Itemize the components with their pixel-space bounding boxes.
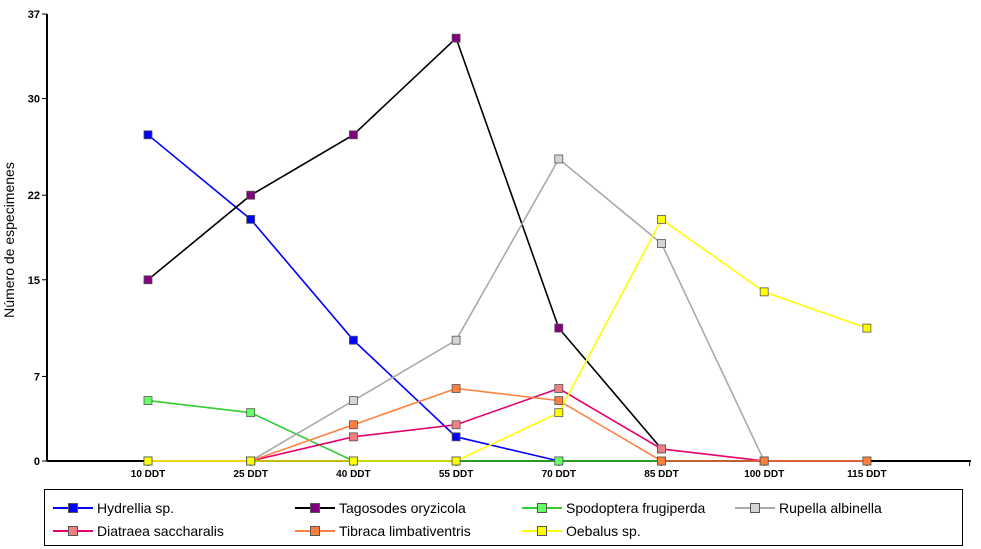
data-point-diatraea-saccharalis [451, 420, 461, 430]
legend-swatch [522, 521, 562, 541]
series-line-oebalus-sp [148, 218, 868, 462]
y-tick-label: 37 [28, 9, 40, 21]
legend-item-diatraea-saccharalis: Diatraea saccharalis [53, 521, 224, 541]
data-point-oebalus-sp [451, 456, 461, 466]
data-point-tibraca-limbativentris [554, 396, 564, 405]
data-point-rupella-albinella [554, 154, 564, 164]
data-point-tagosodes-oryzicola [451, 33, 461, 43]
series-line-diatraea-saccharalis [148, 387, 867, 462]
data-point-oebalus-sp [657, 214, 666, 224]
data-point-oebalus-sp [348, 456, 358, 466]
data-point-tibraca-limbativentris [759, 456, 769, 466]
y-tick-label: 7 [34, 371, 40, 383]
legend-label: Hydrellia sp. [97, 500, 175, 516]
legend-label: Tibraca limbativentris [339, 523, 471, 539]
x-tick-label: 70 DDT [542, 469, 576, 480]
legend-swatch [295, 521, 335, 541]
chart-legend: Hydrellia sp. Tagosodes oryzicola Spodopte… [44, 489, 963, 546]
y-tick-label: 0 [34, 456, 40, 468]
x-tick-label: 55 DDT [439, 469, 473, 480]
data-point-rupella-albinella [348, 396, 358, 405]
series-line-tagosodes-oryzicola [147, 36, 663, 450]
y-tick-label: 15 [28, 275, 40, 287]
data-point-hydrellia-sp [451, 432, 461, 442]
legend-label: Spodoptera frugiperda [566, 500, 706, 516]
legend-item-tagosodes-oryzicola: Tagosodes oryzicola [295, 498, 466, 518]
data-point-oebalus-sp [143, 456, 153, 466]
data-point-tibraca-limbativentris [657, 456, 666, 466]
legend-item-oebalus-sp: Oebalus sp. [522, 521, 641, 541]
legend-item-hydrellia-sp: Hydrellia sp. [53, 498, 174, 518]
data-point-diatraea-saccharalis [348, 432, 358, 442]
legend-label: Oebalus sp. [566, 523, 641, 539]
data-point-rupella-albinella [657, 239, 666, 248]
data-point-hydrellia-sp [246, 214, 256, 224]
legend-swatch [53, 498, 93, 518]
data-point-tagosodes-oryzicola [554, 323, 564, 333]
data-point-tagosodes-oryzicola [246, 190, 256, 200]
x-tick-label: 10 DDT [131, 469, 165, 480]
data-point-rupella-albinella [451, 335, 461, 345]
data-point-diatraea-saccharalis [657, 444, 666, 454]
data-point-spodoptera-frugiperda [554, 456, 564, 466]
series-line-tibraca-limbativentris [148, 387, 867, 462]
data-point-oebalus-sp [554, 408, 564, 418]
data-point-oebalus-sp [862, 323, 872, 333]
data-point-hydrellia-sp [143, 130, 153, 140]
legend-label: Diatraea saccharalis [97, 523, 224, 539]
legend-swatch [53, 521, 93, 541]
x-tick-label: 115 DDT [847, 469, 886, 480]
legend-swatch [735, 498, 775, 518]
data-point-diatraea-saccharalis [554, 384, 564, 393]
data-point-spodoptera-frugiperda [246, 408, 256, 418]
data-point-tibraca-limbativentris [862, 456, 872, 466]
y-tick-label: 30 [28, 94, 40, 106]
data-point-oebalus-sp [246, 456, 256, 466]
x-tick-label: 40 DDT [336, 469, 370, 480]
legend-item-tibraca-limbativentris: Tibraca limbativentris [295, 521, 471, 541]
legend-item-spodoptera-frugiperda: Spodoptera frugiperda [522, 498, 705, 518]
data-point-tagosodes-oryzicola [143, 275, 153, 285]
y-axis-label: Número de especimenes [1, 162, 17, 318]
data-point-tibraca-limbativentris [451, 384, 461, 393]
legend-swatch [522, 498, 562, 518]
x-tick-label: 100 DDT [744, 469, 784, 480]
data-point-oebalus-sp [759, 287, 769, 297]
legend-label: Rupella albinella [779, 500, 882, 516]
x-tick-label: 85 DDT [644, 469, 678, 480]
legend-label: Tagosodes oryzicola [339, 500, 466, 516]
series-markers [143, 33, 872, 466]
data-point-tagosodes-oryzicola [348, 130, 358, 140]
legend-item-rupella-albinella: Rupella albinella [735, 498, 882, 518]
y-tick-label: 22 [28, 190, 40, 202]
legend-swatch [295, 498, 335, 518]
series-line-hydrellia-sp [147, 134, 559, 462]
data-point-tibraca-limbativentris [348, 420, 358, 430]
data-point-spodoptera-frugiperda [143, 396, 153, 405]
data-point-hydrellia-sp [348, 335, 358, 345]
x-tick-label: 25 DDT [233, 469, 267, 480]
series-lines [147, 36, 868, 462]
